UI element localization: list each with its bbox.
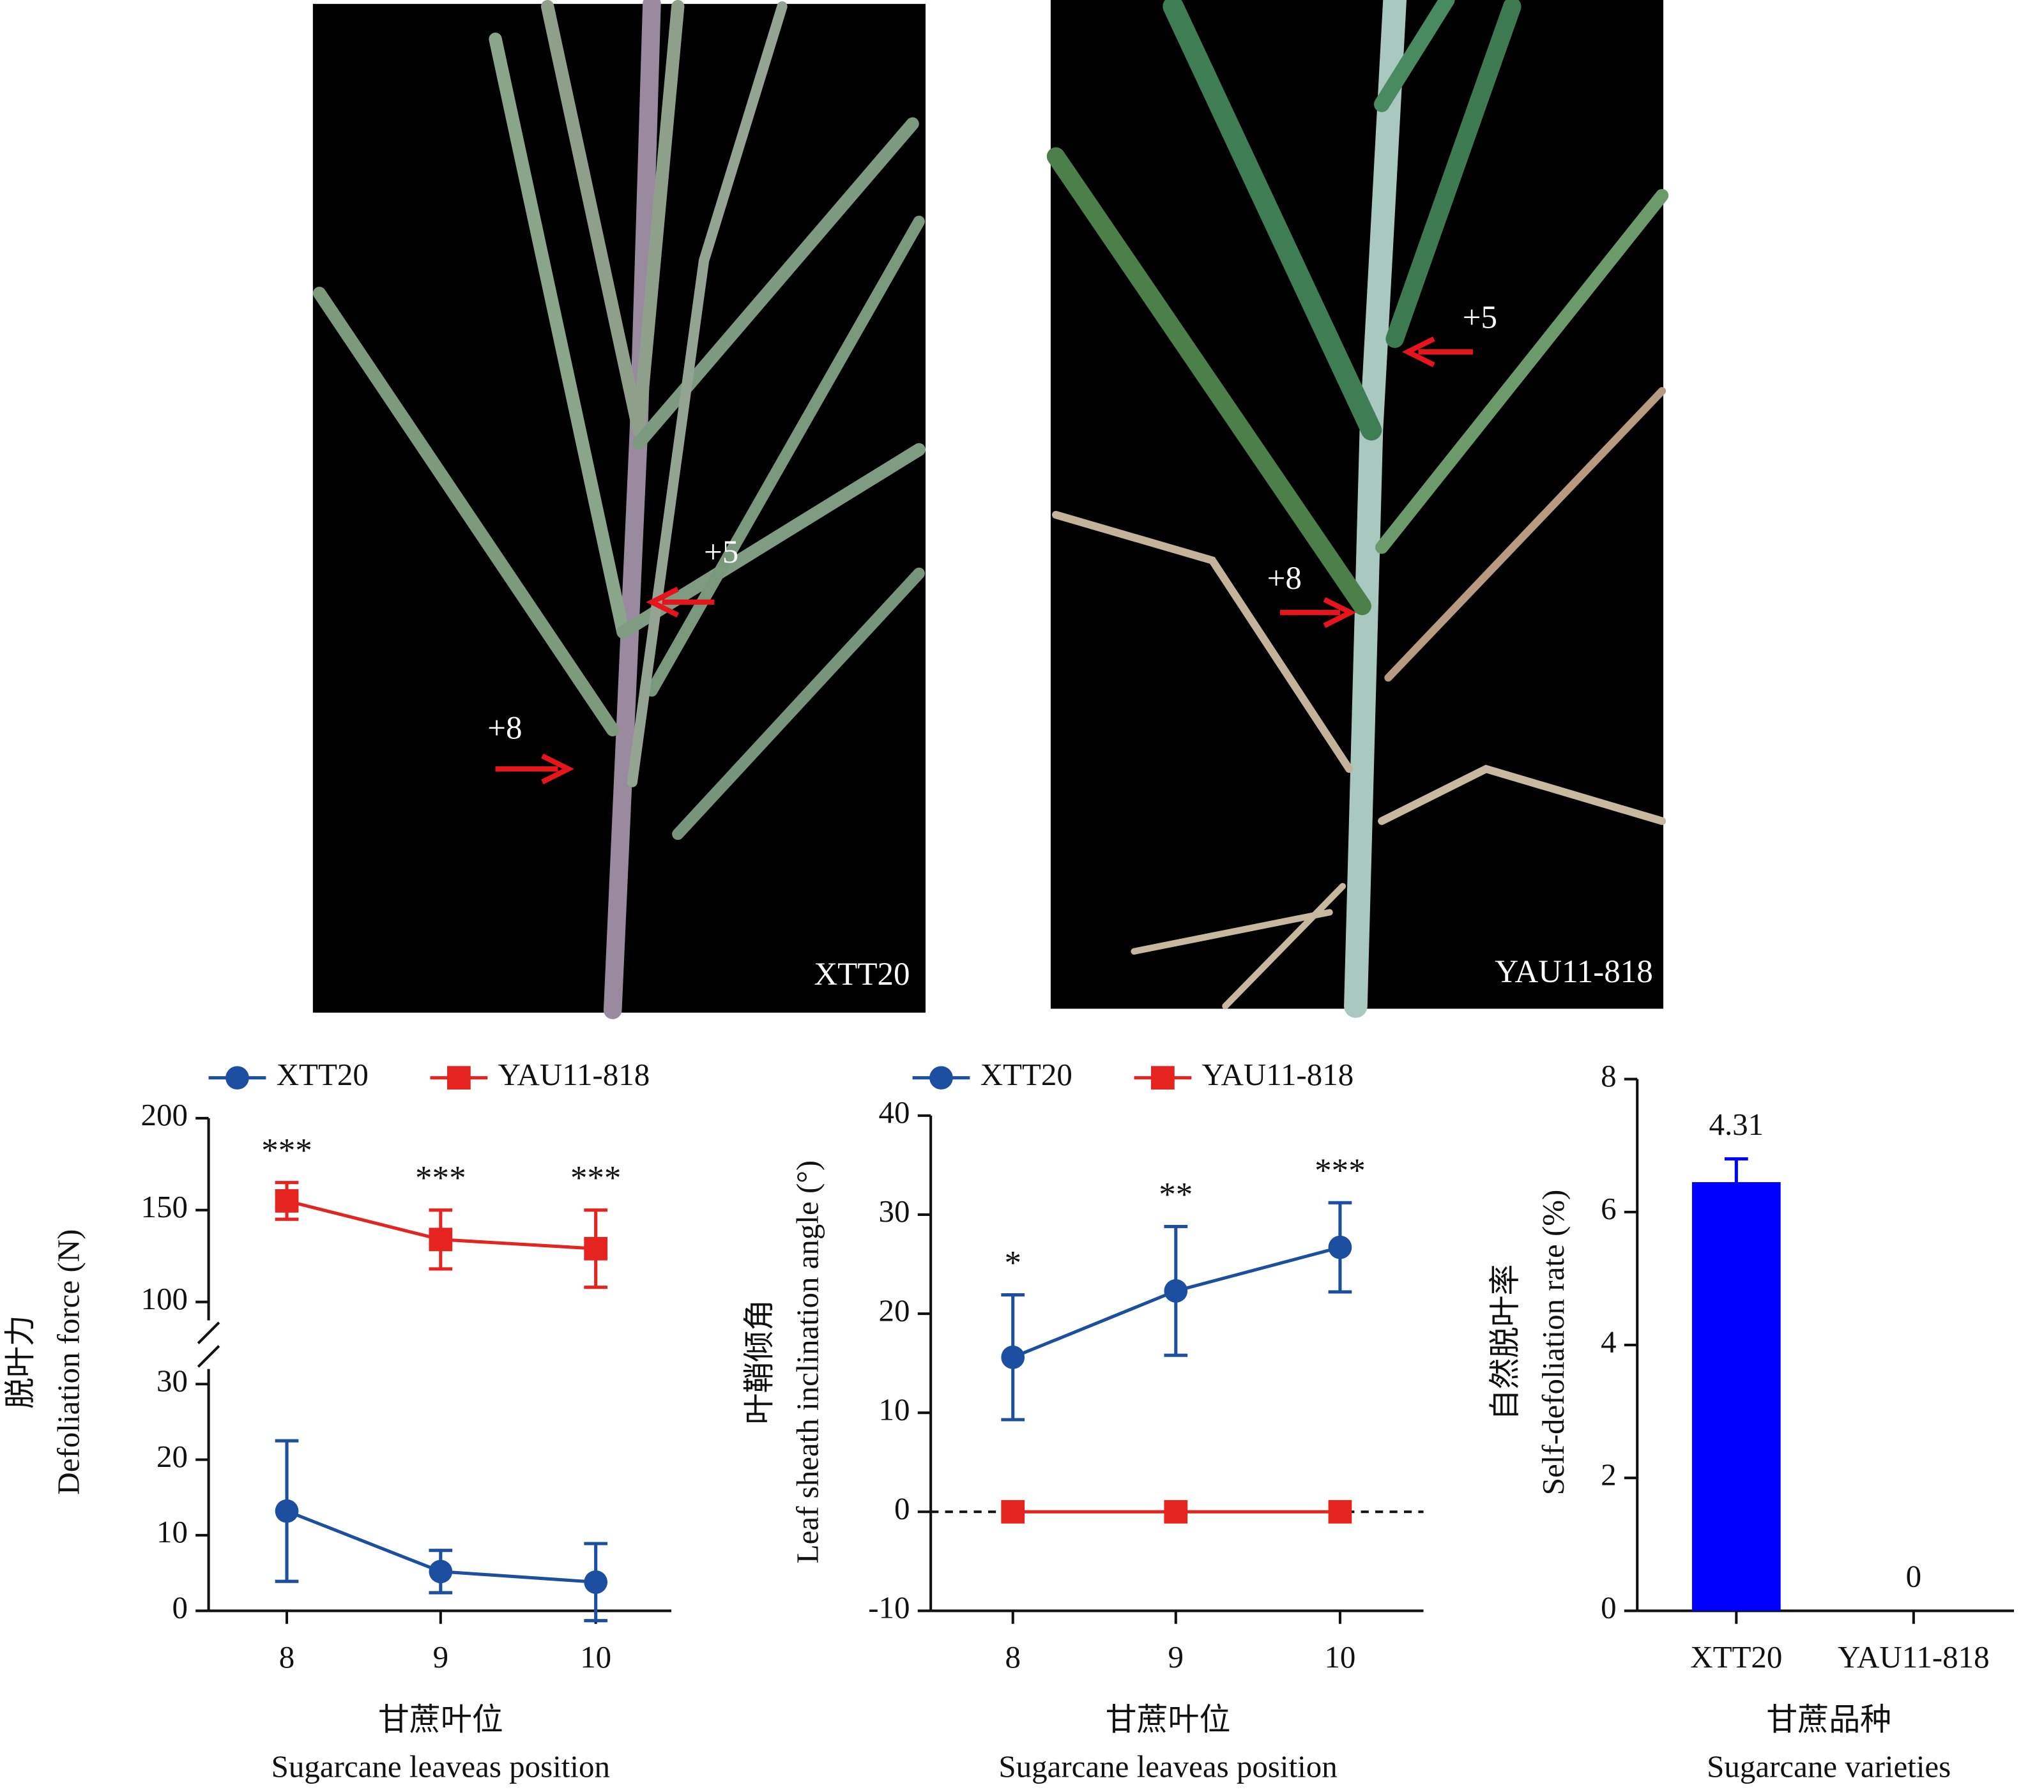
y-tick-label: 30 [879, 1194, 910, 1229]
legend-marker [447, 1066, 471, 1090]
marker [429, 1227, 453, 1252]
legend-label: XTT20 [980, 1057, 1072, 1092]
chart: 0 10 20 30 100 150 200 8 9 10 甘蔗叶位 Sugarcane leavea… [3, 1057, 672, 1784]
bar-annotation: 0 [1906, 1559, 1921, 1594]
plant [1046, 0, 1669, 1018]
legend-marker [929, 1066, 953, 1090]
x-axis-label: 甘蔗叶位 [378, 1702, 503, 1737]
legend-item: YAU11-818 [1134, 1057, 1354, 1092]
significance: *** [570, 1160, 622, 1197]
y-axis-label: 叶鞘倾角 [742, 1300, 777, 1425]
chart: -10 0 10 20 30 40 8 9 10 甘蔗叶位 Sugarcane leaveas po… [742, 1057, 1424, 1784]
legend-item: XTT20 [208, 1057, 369, 1092]
marker [1164, 1500, 1188, 1524]
legend-item: YAU11-818 [430, 1057, 650, 1092]
marker [429, 1560, 453, 1584]
y-tick-label: 10 [879, 1392, 910, 1427]
significance: *** [261, 1132, 312, 1169]
x-tick-label: YAU11-818 [1838, 1639, 1990, 1674]
marker-label: +5 [704, 535, 738, 570]
significance: *** [415, 1160, 466, 1197]
legend-label: XTT20 [277, 1057, 369, 1092]
y-axis-label: Defoliation force (N) [51, 1229, 86, 1495]
arrow [1401, 336, 1474, 368]
y-tick-label: 20 [156, 1439, 188, 1474]
axis-break [197, 1321, 220, 1344]
photo-xtt20: +5 +8 XTT20 [312, 0, 926, 1019]
legend-label: YAU11-818 [498, 1057, 650, 1092]
y-tick-label: 8 [1601, 1058, 1616, 1093]
y-tick-label: 10 [156, 1514, 188, 1549]
y-tick-label: 200 [141, 1097, 187, 1132]
significance: ** [1159, 1176, 1193, 1213]
y-tick-label: 40 [879, 1095, 910, 1130]
x-tick-label: 9 [433, 1639, 448, 1674]
photo-label: YAU11-818 [1495, 954, 1652, 990]
marker-label: +5 [1463, 300, 1497, 336]
legend-marker [1151, 1066, 1175, 1090]
marker-label: +8 [1267, 561, 1302, 596]
significance: *** [1315, 1153, 1366, 1190]
x-tick-label: 8 [279, 1639, 294, 1674]
legend-marker [225, 1066, 249, 1090]
marker [275, 1189, 299, 1213]
y-tick-label: 100 [141, 1281, 187, 1316]
bar-annotation: 4.31 [1709, 1107, 1764, 1142]
arrow [495, 753, 574, 785]
chart: 0 2 4 6 8 XTT20 YAU11-818 甘蔗品种 Sugarcane varieti… [1487, 1058, 2014, 1784]
significance: * [1004, 1245, 1021, 1282]
marker [1328, 1500, 1352, 1524]
legend-label: YAU11-818 [1202, 1057, 1354, 1092]
marker [1328, 1235, 1352, 1259]
y-tick-label: 4 [1601, 1324, 1616, 1359]
y-tick-label: 20 [879, 1293, 910, 1328]
marker [1164, 1279, 1188, 1303]
y-tick-label: -10 [868, 1590, 910, 1625]
x-tick-label: 10 [580, 1639, 611, 1674]
y-axis-label: Leaf sheath inclination angle (°) [790, 1160, 825, 1563]
y-tick-label: 2 [1601, 1457, 1616, 1492]
bar [1691, 1182, 1781, 1611]
x-axis-label: Sugarcane varieties [1707, 1749, 1951, 1784]
y-tick-label: 150 [141, 1189, 187, 1224]
photo-yau: +5 +8 YAU11-818 [1046, 0, 1669, 1018]
photo-label: XTT20 [814, 957, 910, 992]
axis-break [197, 1345, 220, 1368]
y-axis-label: 自然脱叶率 [1487, 1264, 1522, 1421]
legend-item: XTT20 [912, 1057, 1072, 1092]
x-axis-label: 甘蔗叶位 [1106, 1702, 1231, 1737]
y-tick-label: 30 [156, 1363, 188, 1398]
arrow [646, 586, 715, 618]
y-tick-label: 0 [1601, 1590, 1616, 1625]
y-axis-label: Self-defoliation rate (%) [1536, 1190, 1571, 1496]
y-tick-label: 0 [172, 1590, 187, 1625]
marker [1001, 1345, 1025, 1369]
marker [275, 1499, 299, 1523]
y-axis-label: 脱叶力 [3, 1315, 38, 1409]
x-tick-label: 8 [1005, 1639, 1020, 1674]
marker [584, 1570, 608, 1594]
x-tick-label: 9 [1168, 1639, 1184, 1674]
arrow [1280, 597, 1357, 628]
plant [312, 0, 926, 1019]
marker-label: +8 [487, 711, 522, 747]
x-axis-label: 甘蔗品种 [1766, 1702, 1891, 1737]
x-axis-label: Sugarcane leaveas position [998, 1749, 1337, 1784]
marker [584, 1236, 608, 1261]
marker [1001, 1500, 1025, 1524]
y-tick-label: 0 [894, 1491, 910, 1526]
y-tick-label: 6 [1601, 1191, 1616, 1226]
x-axis-label: Sugarcane leaveas position [271, 1749, 610, 1784]
x-tick-label: 10 [1324, 1639, 1355, 1674]
x-tick-label: XTT20 [1690, 1639, 1782, 1674]
